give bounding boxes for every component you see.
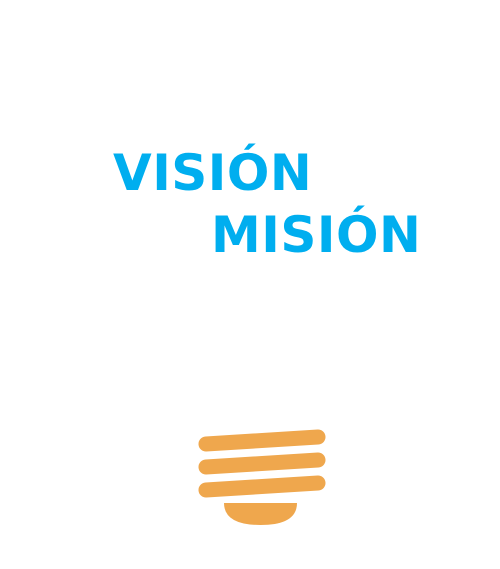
bulb-thread-band — [198, 429, 326, 452]
mision-heading: MISIÓN — [211, 206, 422, 264]
bulb-thread-band — [198, 475, 326, 498]
bulb-cap — [224, 503, 297, 525]
vision-heading: VISIÓN — [113, 144, 313, 202]
bulb-thread-bands — [198, 429, 326, 498]
lightbulb-base-icon — [198, 429, 326, 525]
bulb-thread-band — [198, 452, 326, 475]
